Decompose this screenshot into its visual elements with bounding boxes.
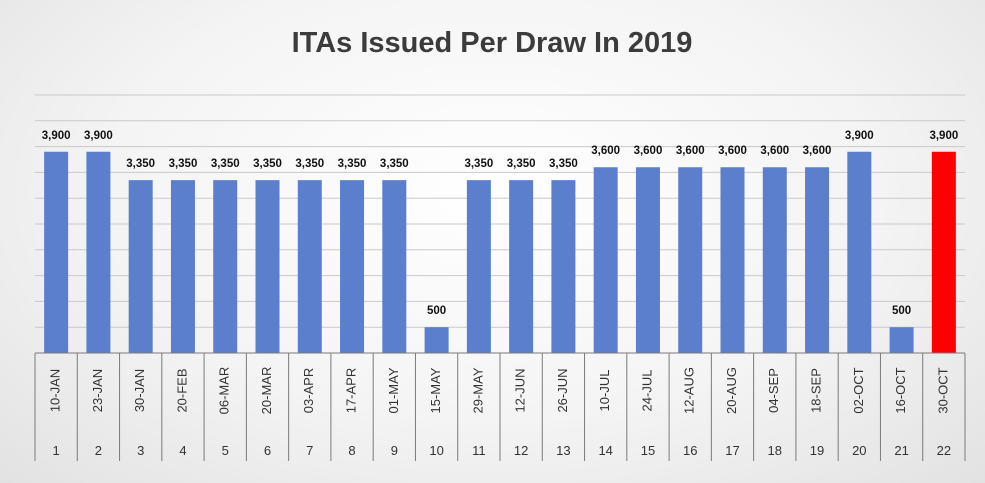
value-label: 500 <box>427 305 446 317</box>
value-label: 3,350 <box>338 158 367 170</box>
tick-label: 23-JAN <box>90 369 105 412</box>
tick-label: 02-OCT <box>851 367 866 413</box>
tick-label: 20-AUG <box>724 367 739 414</box>
bar-10-jan <box>44 151 69 353</box>
bars <box>44 151 956 353</box>
draw-number: 14 <box>598 443 612 458</box>
draw-number: 10 <box>429 443 443 458</box>
bar-06-mar <box>213 180 238 353</box>
draw-number: 4 <box>179 443 186 458</box>
bar-24-jul <box>635 167 660 353</box>
bar-18-sep <box>805 167 830 353</box>
value-label: 3,900 <box>84 130 113 142</box>
draw-number: 13 <box>556 443 570 458</box>
draw-number: 12 <box>514 443 528 458</box>
value-label: 3,600 <box>803 145 832 157</box>
draw-number: 9 <box>391 443 398 458</box>
draw-number: 1 <box>53 443 60 458</box>
bar-02-oct <box>847 151 872 353</box>
draw-number: 16 <box>683 443 697 458</box>
value-label: 3,350 <box>126 158 155 170</box>
draw-number: 20 <box>852 443 866 458</box>
bar-20-feb <box>170 180 195 353</box>
value-label: 3,350 <box>295 158 324 170</box>
tick-label: 10-JAN <box>48 369 63 412</box>
value-label: 3,350 <box>253 158 282 170</box>
tick-label: 20-MAR <box>259 367 274 415</box>
value-label: 3,350 <box>549 158 578 170</box>
tick-label: 24-JUL <box>639 370 654 412</box>
tick-label: 03-APR <box>301 368 316 414</box>
value-label: 3,350 <box>507 158 536 170</box>
bar-16-oct <box>889 327 914 353</box>
draw-number: 19 <box>810 443 824 458</box>
draw-number: 18 <box>768 443 782 458</box>
draw-number: 3 <box>137 443 144 458</box>
tick-label: 12-JUN <box>513 368 528 412</box>
bar-01-may <box>382 180 407 353</box>
tick-label: 30-OCT <box>935 367 950 413</box>
tick-label: 20-FEB <box>174 368 189 412</box>
value-label: 3,600 <box>760 145 789 157</box>
chart-title: ITAs Issued Per Draw In 2019 <box>292 27 693 59</box>
tick-label: 06-MAR <box>217 367 232 415</box>
bar-20-mar <box>255 180 280 353</box>
draw-number: 11 <box>472 443 486 458</box>
draw-number: 22 <box>937 443 951 458</box>
value-label: 3,350 <box>380 158 409 170</box>
draw-number: 8 <box>348 443 355 458</box>
bar-12-aug <box>678 167 703 353</box>
bar-03-apr <box>297 180 322 353</box>
bar-29-may <box>466 180 491 353</box>
value-label: 500 <box>892 305 911 317</box>
draw-number: 5 <box>222 443 229 458</box>
bar-30-jan <box>128 180 153 353</box>
tick-label: 01-MAY <box>386 367 401 413</box>
bar-10-jul <box>593 167 618 353</box>
tick-label: 17-APR <box>343 368 358 414</box>
bar-15-may <box>424 327 449 353</box>
draw-number: 17 <box>725 443 739 458</box>
tick-label: 29-MAY <box>470 367 485 413</box>
tick-label: 12-AUG <box>682 367 697 414</box>
bar-12-jun <box>509 180 534 353</box>
draw-number: 2 <box>95 443 102 458</box>
draw-number: 21 <box>894 443 908 458</box>
bar-17-apr <box>340 180 365 353</box>
tick-label: 15-MAY <box>428 367 443 413</box>
tick-label: 18-SEP <box>808 368 823 413</box>
tick-label: 26-JUN <box>555 368 570 412</box>
draw-number: 6 <box>264 443 271 458</box>
tick-label: 10-JUL <box>597 370 612 412</box>
bar-04-sep <box>762 167 787 353</box>
value-label: 3,600 <box>634 145 663 157</box>
tick-label: 04-SEP <box>766 368 781 413</box>
bar-20-aug <box>720 167 745 353</box>
value-labels: 3,900 3,900 3,350 3,350 3,350 3,350 3,350 3,350… <box>42 130 959 317</box>
tick-label: 30-JAN <box>132 369 147 412</box>
bar-23-jan <box>86 151 111 353</box>
value-label: 3,900 <box>929 130 958 142</box>
draw-number: 7 <box>306 443 313 458</box>
bar-30-oct <box>931 151 956 353</box>
value-label: 3,900 <box>845 130 874 142</box>
value-label: 3,600 <box>591 145 620 157</box>
category-axis: 10-JAN 1 23-JAN 2 30-JAN 3 20-FEB 4 06-MAR 5 20-MA… <box>34 352 966 461</box>
value-label: 3,600 <box>718 145 747 157</box>
draw-number: 15 <box>641 443 655 458</box>
value-label: 3,350 <box>169 158 198 170</box>
value-label: 3,350 <box>211 158 240 170</box>
value-label: 3,350 <box>464 158 493 170</box>
tick-label: 16-OCT <box>893 367 908 413</box>
value-label: 3,900 <box>42 130 71 142</box>
value-label: 3,600 <box>676 145 705 157</box>
bar-26-jun <box>551 180 576 353</box>
